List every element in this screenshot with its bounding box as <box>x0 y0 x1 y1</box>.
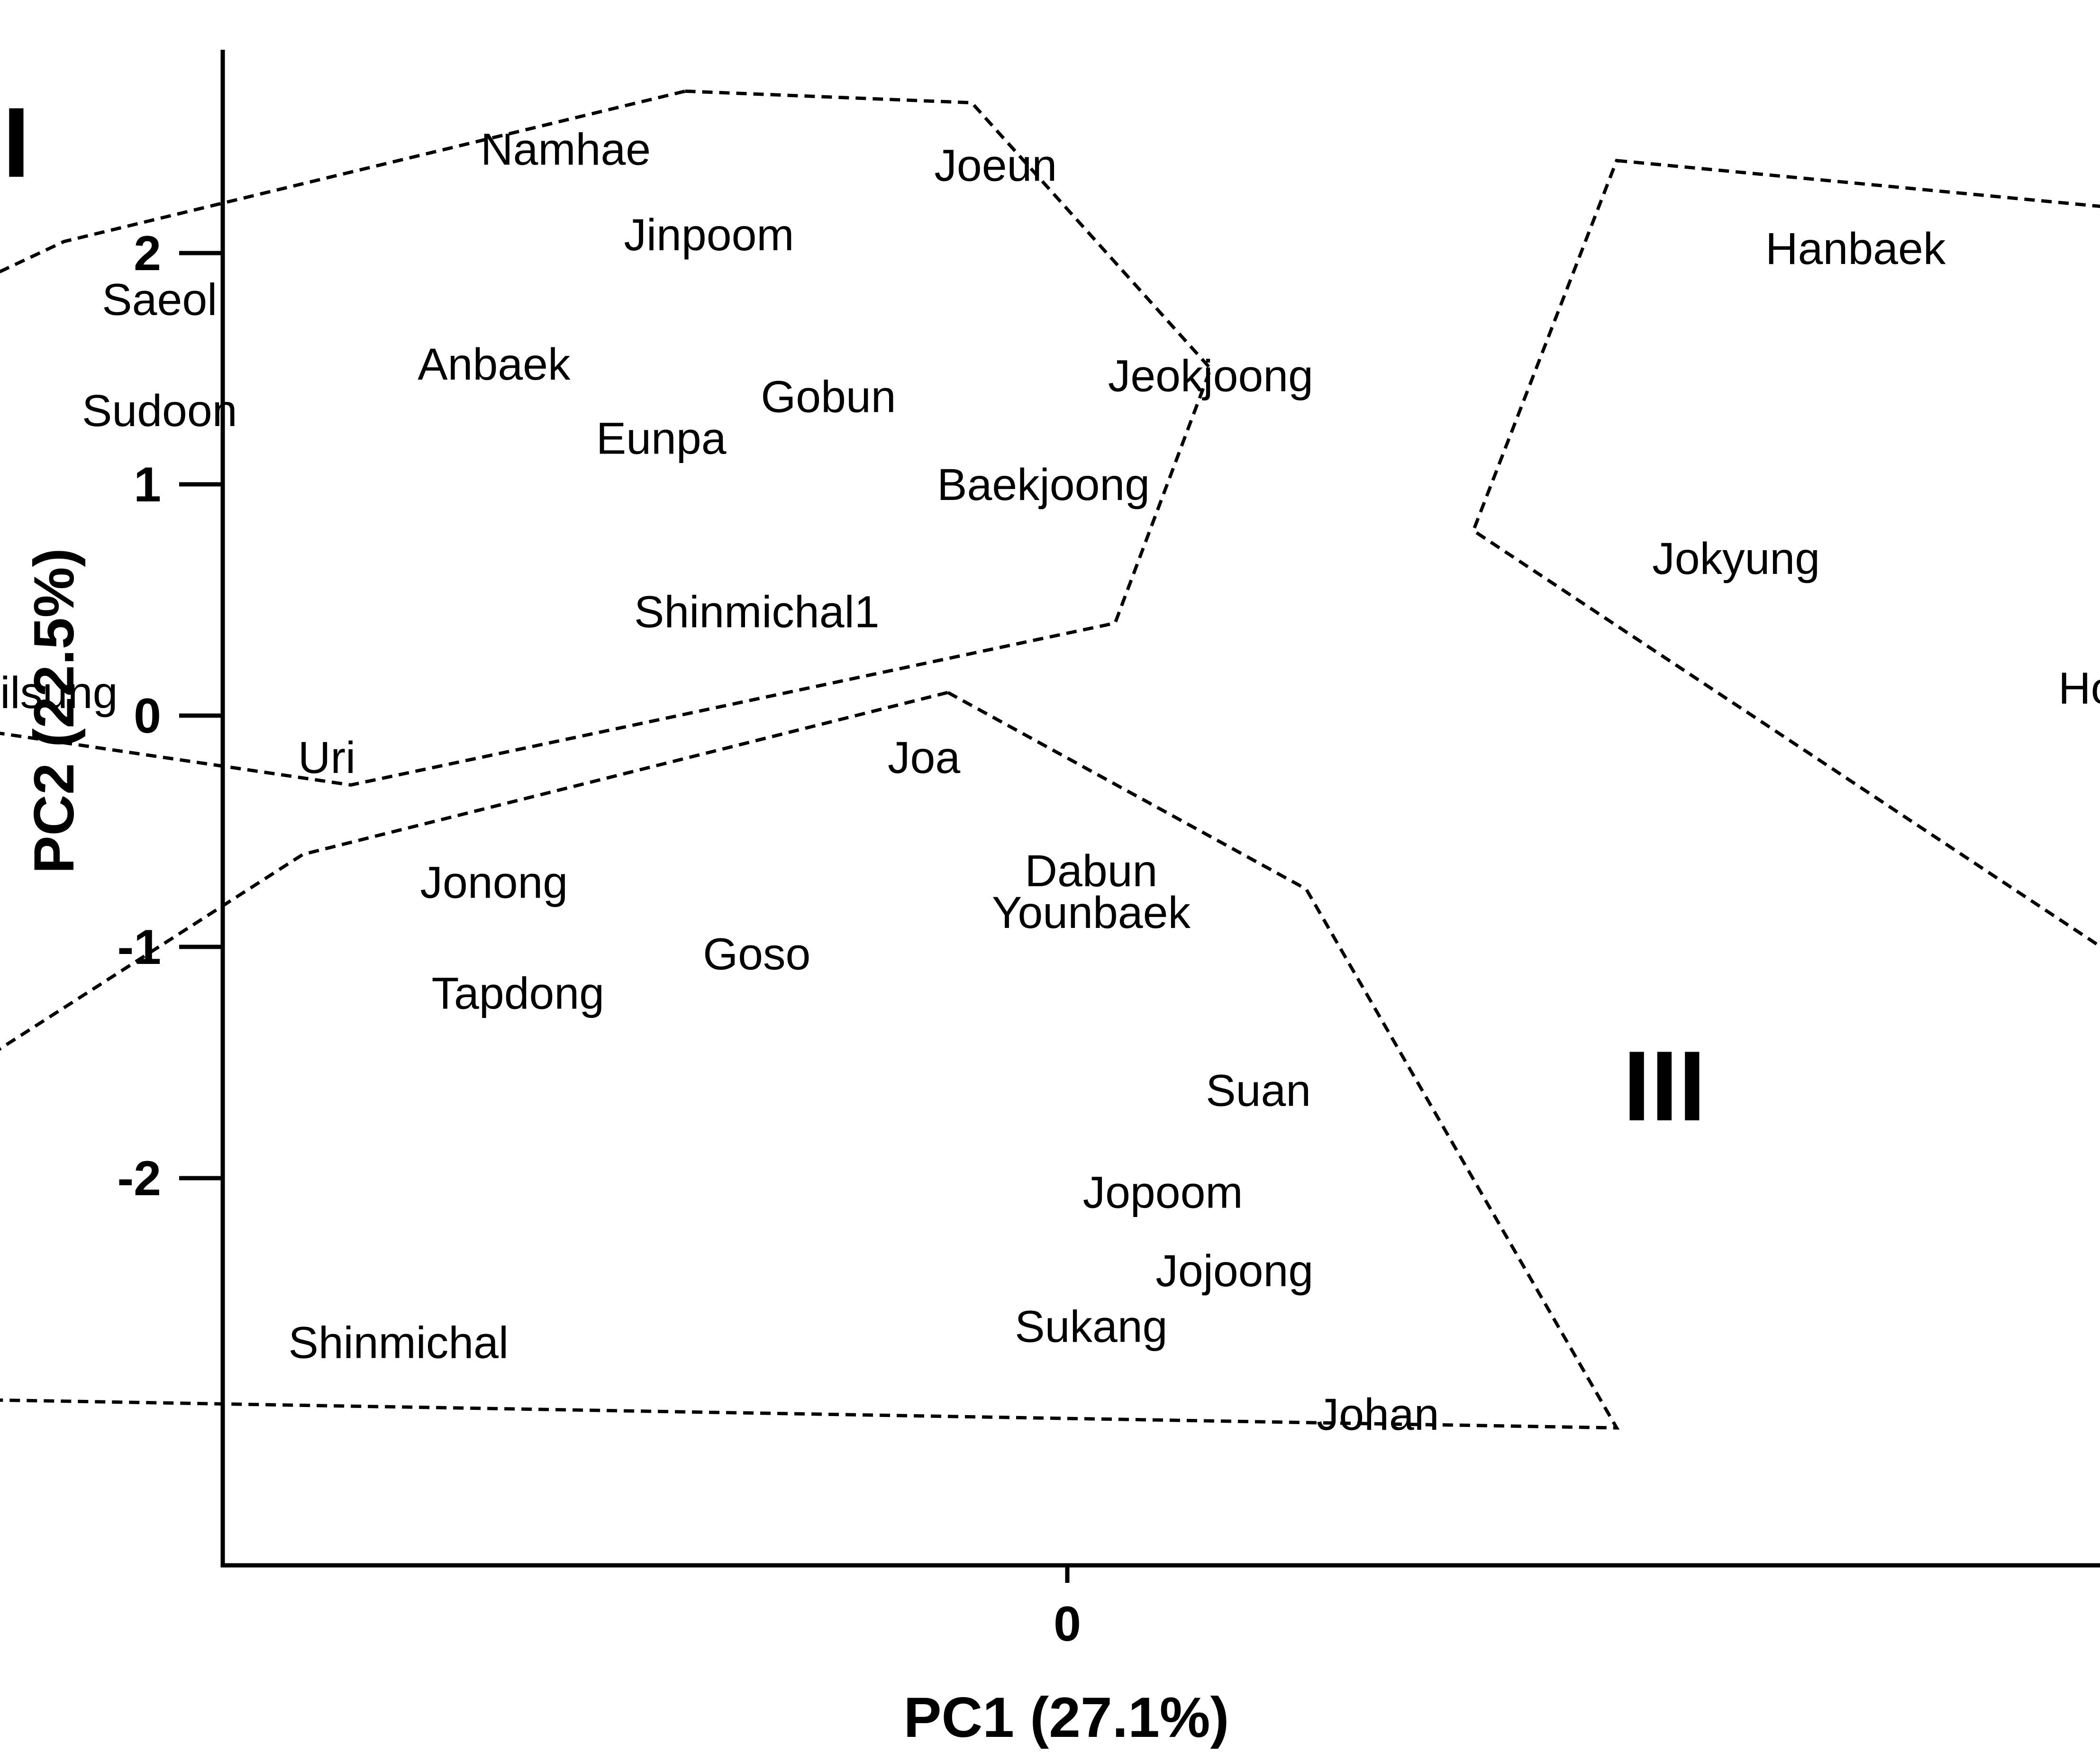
y-tick-label: -1 <box>118 920 161 975</box>
cultivar-label: Jopoom <box>1083 1167 1243 1217</box>
cultivar-label: Eunpa <box>596 413 727 463</box>
cultivar-label: Shinmichal <box>288 1317 509 1368</box>
cultivar-label: Jinpoom <box>624 210 794 260</box>
cultivar-label: Hanbaek <box>1765 224 1946 274</box>
x-axis-title: PC1 (27.1%) <box>904 1686 1229 1749</box>
cultivar-label: Joeun <box>934 141 1057 191</box>
cultivar-label: Johan <box>1317 1390 1439 1440</box>
cultivar-label: Uri <box>298 733 355 783</box>
cultivar-label: Saeol <box>102 275 217 325</box>
cultivar-label: Anbaek <box>418 339 571 390</box>
y-tick-label: 0 <box>134 689 161 744</box>
cultivar-label: Shinmichal1 <box>634 587 880 637</box>
cultivar-label: Jokyung <box>1652 534 1820 584</box>
cultivar-label: Namhae <box>481 124 651 174</box>
cultivar-label: Gobun <box>761 372 896 422</box>
cultivar-label: Sudoon <box>82 386 237 436</box>
cultivar-label: Suan <box>1206 1066 1311 1116</box>
cultivar-label: Goso <box>703 929 810 980</box>
cultivar-label: Jeokjoong <box>1108 351 1313 401</box>
cultivar-label: Sukang <box>1015 1301 1167 1352</box>
group-III-label: III <box>1623 1030 1706 1142</box>
cultivar-label: Jojoong <box>1155 1246 1313 1296</box>
cultivar-label: Tapdong <box>432 969 605 1019</box>
y-tick-label: -2 <box>118 1151 161 1206</box>
group-I-label: I <box>2 87 30 198</box>
group-I-hull <box>0 89 1213 787</box>
cultivar-label: Jonong <box>420 857 568 908</box>
cultivar-label: Dabun <box>1025 846 1157 896</box>
y-axis-title: PC2 (22.5%) <box>22 548 86 874</box>
x-tick-label: 0 <box>1054 1597 1081 1652</box>
group-III-hull <box>0 690 1620 1430</box>
cultivar-label: Milsung <box>0 668 118 718</box>
y-tick-label: 2 <box>134 226 161 281</box>
y-tick-label: 1 <box>134 457 161 512</box>
cultivar-label: Hojoong <box>2058 663 2100 713</box>
cultivar-label: Baekjoong <box>937 460 1150 510</box>
cultivar-label: Joa <box>888 733 960 783</box>
cultivar-label: Younbaek <box>992 888 1191 938</box>
